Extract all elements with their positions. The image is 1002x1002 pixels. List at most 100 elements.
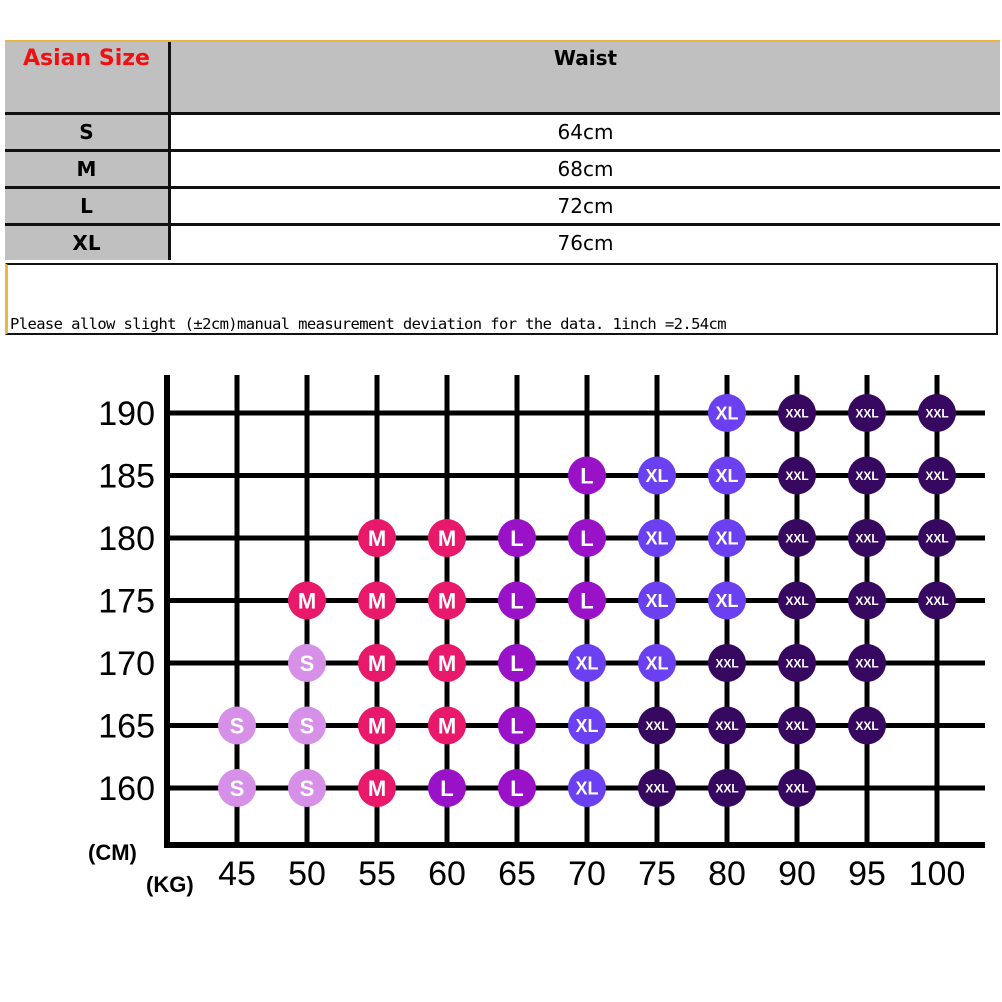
size-marker-label: XL xyxy=(645,653,668,673)
size-marker-l xyxy=(568,581,606,620)
x-tick-label: 60 xyxy=(428,855,466,893)
size-marker-l xyxy=(428,769,466,807)
size-marker-xl xyxy=(708,394,746,432)
note-box: Please allow slight (±2cm)manual measure… xyxy=(5,263,998,335)
size-marker-xxl xyxy=(848,644,886,682)
size-chart: (CM) (KG) 45 50 55 60 65 70 75 80 90 95 100 190 185 1… xyxy=(88,375,985,897)
size-marker-label: L xyxy=(510,713,523,738)
size-marker-label: XL xyxy=(715,403,738,423)
size-marker-m xyxy=(358,706,396,745)
size-marker-label: XXL xyxy=(785,406,808,420)
size-marker-xl xyxy=(708,519,746,557)
table-header: Asian Size Waist xyxy=(5,42,1000,115)
size-marker-label: XL xyxy=(715,528,738,548)
size-marker-label: L xyxy=(510,588,523,613)
size-marker-label: XXL xyxy=(925,594,948,608)
size-marker-label: XXL xyxy=(785,531,808,545)
size-marker-label: XXL xyxy=(855,531,878,545)
x-tick-label: 50 xyxy=(288,855,326,893)
size-marker-xl xyxy=(708,581,746,620)
table-row: L 72cm xyxy=(5,189,1000,226)
size-table: Asian Size Waist S 64cm M 68cm L 72cm XL… xyxy=(5,40,1000,260)
size-marker-label: XXL xyxy=(785,656,808,670)
size-marker-xxl xyxy=(848,394,886,432)
y-tick-label: 160 xyxy=(98,770,155,808)
size-marker-label: S xyxy=(300,651,315,676)
table-row: S 64cm xyxy=(5,115,1000,152)
size-marker-label: XL xyxy=(575,778,598,798)
size-marker-xxl xyxy=(848,706,886,745)
y-tick-label: 190 xyxy=(98,395,155,433)
size-marker-xl xyxy=(638,519,676,557)
size-marker-l xyxy=(568,456,606,495)
size-marker-xxl xyxy=(778,769,816,807)
x-tick-label: 70 xyxy=(568,855,606,893)
size-marker-m xyxy=(288,581,326,620)
size-marker-l xyxy=(498,519,536,557)
size-marker-label: XXL xyxy=(855,469,878,483)
size-marker-m xyxy=(358,644,396,682)
x-tick-label: 55 xyxy=(358,855,396,893)
size-marker-xxl xyxy=(778,519,816,557)
size-marker-xxl xyxy=(918,581,956,620)
size-marker-xxl xyxy=(708,706,746,745)
size-marker-label: L xyxy=(580,588,593,613)
header-asian-size: Asian Size xyxy=(5,42,171,112)
x-tick-label: 100 xyxy=(909,855,966,893)
x-tick-label: 80 xyxy=(708,855,746,893)
size-marker-label: L xyxy=(580,463,593,488)
waist-cell: 64cm xyxy=(557,120,614,144)
size-marker-label: XL xyxy=(645,466,668,486)
size-marker-s xyxy=(218,769,256,807)
size-marker-label: XXL xyxy=(715,781,738,795)
size-marker-label: XXL xyxy=(855,719,878,733)
size-marker-s xyxy=(288,706,326,745)
size-marker-label: M xyxy=(368,713,386,738)
size-marker-xl xyxy=(638,456,676,495)
size-cell: L xyxy=(5,189,171,223)
waist-cell: 68cm xyxy=(557,157,614,181)
size-marker-m xyxy=(428,644,466,682)
size-marker-label: L xyxy=(510,526,523,551)
size-marker-m xyxy=(358,519,396,557)
size-marker-m xyxy=(428,519,466,557)
size-marker-xxl xyxy=(778,456,816,495)
header-waist: Waist xyxy=(171,42,1000,112)
y-tick-label: 165 xyxy=(98,708,155,746)
size-marker-label: S xyxy=(230,776,245,801)
size-marker-xl xyxy=(568,769,606,807)
size-marker-l xyxy=(498,769,536,807)
x-tick-label: 95 xyxy=(848,855,886,893)
size-marker-label: XXL xyxy=(855,656,878,670)
y-tick-label: 185 xyxy=(98,458,155,496)
y-axis-label: (CM) xyxy=(88,840,137,865)
size-marker-label: XL xyxy=(575,653,598,673)
size-marker-label: M xyxy=(438,526,456,551)
size-marker-m xyxy=(428,706,466,745)
table-row: M 68cm xyxy=(5,152,1000,189)
size-marker-s xyxy=(288,769,326,807)
size-marker-label: M xyxy=(438,651,456,676)
size-marker-xxl xyxy=(708,644,746,682)
size-marker-xxl xyxy=(778,706,816,745)
y-tick-label: 180 xyxy=(98,520,155,558)
size-marker-label: M xyxy=(368,588,386,613)
x-axis-label: (KG) xyxy=(146,872,194,897)
size-marker-xxl xyxy=(778,394,816,432)
size-cell: S xyxy=(5,115,171,149)
size-marker-xl xyxy=(708,456,746,495)
waist-cell: 72cm xyxy=(557,194,614,218)
size-marker-label: M xyxy=(438,713,456,738)
table-row: XL 76cm xyxy=(5,226,1000,260)
size-marker-xxl xyxy=(848,456,886,495)
size-marker-xl xyxy=(568,706,606,745)
x-tick-label: 75 xyxy=(638,855,676,893)
size-marker-xxl xyxy=(708,769,746,807)
size-marker-xxl xyxy=(918,456,956,495)
size-marker-label: XXL xyxy=(925,406,948,420)
y-tick-label: 170 xyxy=(98,645,155,683)
measurement-note: Please allow slight (±2cm)manual measure… xyxy=(10,315,727,333)
size-marker-label: L xyxy=(510,776,523,801)
size-marker-xxl xyxy=(638,706,676,745)
size-marker-label: XXL xyxy=(785,469,808,483)
